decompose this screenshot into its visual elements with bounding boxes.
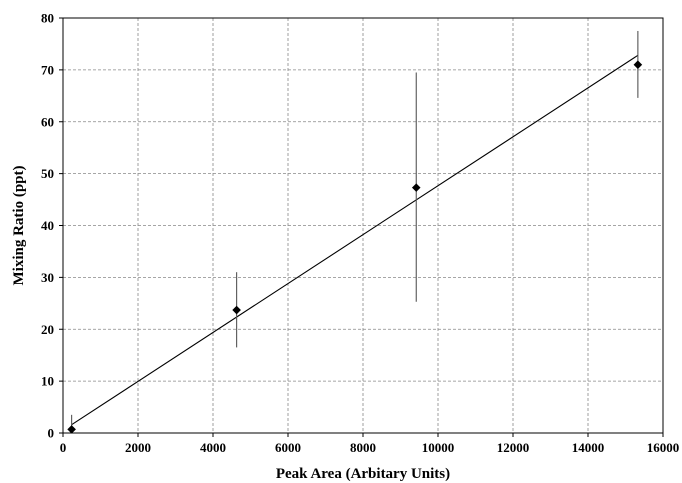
x-tick-label: 2000 [125,440,151,455]
y-tick-label: 80 [41,11,54,26]
x-tick-label: 6000 [275,440,301,455]
data-point-diamond [232,305,241,315]
y-tick-label: 0 [48,426,55,441]
x-tick-label: 8000 [350,440,376,455]
y-axis-title: Mixing Ratio (ppt) [11,165,27,285]
y-tick-label: 10 [41,374,54,389]
data-point-diamond [411,183,421,192]
data-points-layer [67,60,643,434]
y-tick-label: 30 [41,270,54,285]
y-tick-label: 70 [41,62,54,77]
y-tick-label: 40 [41,218,54,233]
axis-tick-labels: 0 2000 4000 6000 8000 10000 12000 14000 16000 0 10… [41,11,679,456]
x-tick-label: 12000 [497,440,530,455]
x-tick-label: 16000 [647,440,680,455]
x-tick-label: 4000 [200,440,226,455]
x-tick-label: 10000 [422,440,455,455]
data-point-diamond [633,60,643,69]
x-tick-label: 0 [60,440,67,455]
x-tick-label: 14000 [572,440,605,455]
y-tick-label: 60 [41,114,54,129]
y-tick-label: 20 [41,322,54,337]
error-bars-layer [71,30,639,433]
trendline-layer [71,54,639,426]
x-axis-title: Peak Area (Arbitary Units) [276,466,450,482]
linear-trendline [71,54,639,426]
grid-lines [63,18,663,433]
y-tick-label: 50 [41,166,54,181]
data-point-diamond [67,425,76,434]
